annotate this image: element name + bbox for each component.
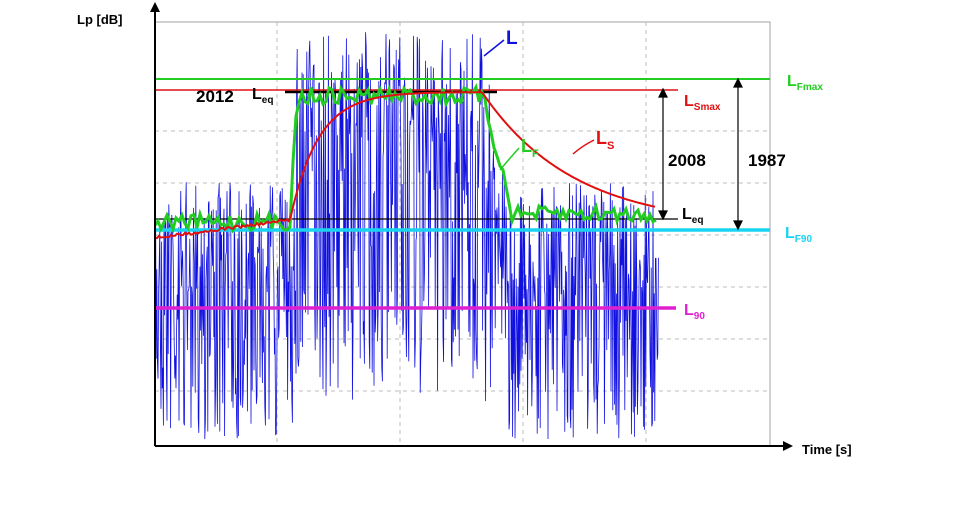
series-LF-line	[153, 82, 657, 235]
x-axis-label: Time [s]	[802, 442, 852, 457]
annotation-2008: 2008	[668, 151, 706, 170]
label-L90: L90	[684, 302, 705, 322]
x-axis	[155, 441, 793, 451]
label-LF-leader	[499, 147, 520, 171]
dimension-arrow-2008	[658, 87, 668, 221]
label-LS: LS	[596, 128, 614, 152]
label-LS-leader	[572, 139, 595, 155]
label-LSmax: LSmax	[684, 93, 721, 113]
y-axis-label: Lp [dB]	[77, 12, 122, 27]
label-LF90: LF90	[785, 225, 812, 245]
y-axis	[150, 2, 160, 446]
label-LF: LF	[521, 136, 539, 160]
series-L-line	[154, 32, 659, 440]
label-L-leader	[483, 39, 505, 57]
label-L: L	[506, 28, 518, 49]
annotation-1987: 1987	[748, 151, 786, 170]
label-Leq-high: Leq	[252, 86, 273, 106]
annotation-2012: 2012	[196, 87, 234, 106]
series-LS-line	[154, 91, 656, 240]
label-Leq-low: Leq	[682, 206, 703, 226]
dimension-arrow-1987	[733, 77, 743, 231]
label-LFmax: LFmax	[787, 73, 823, 93]
